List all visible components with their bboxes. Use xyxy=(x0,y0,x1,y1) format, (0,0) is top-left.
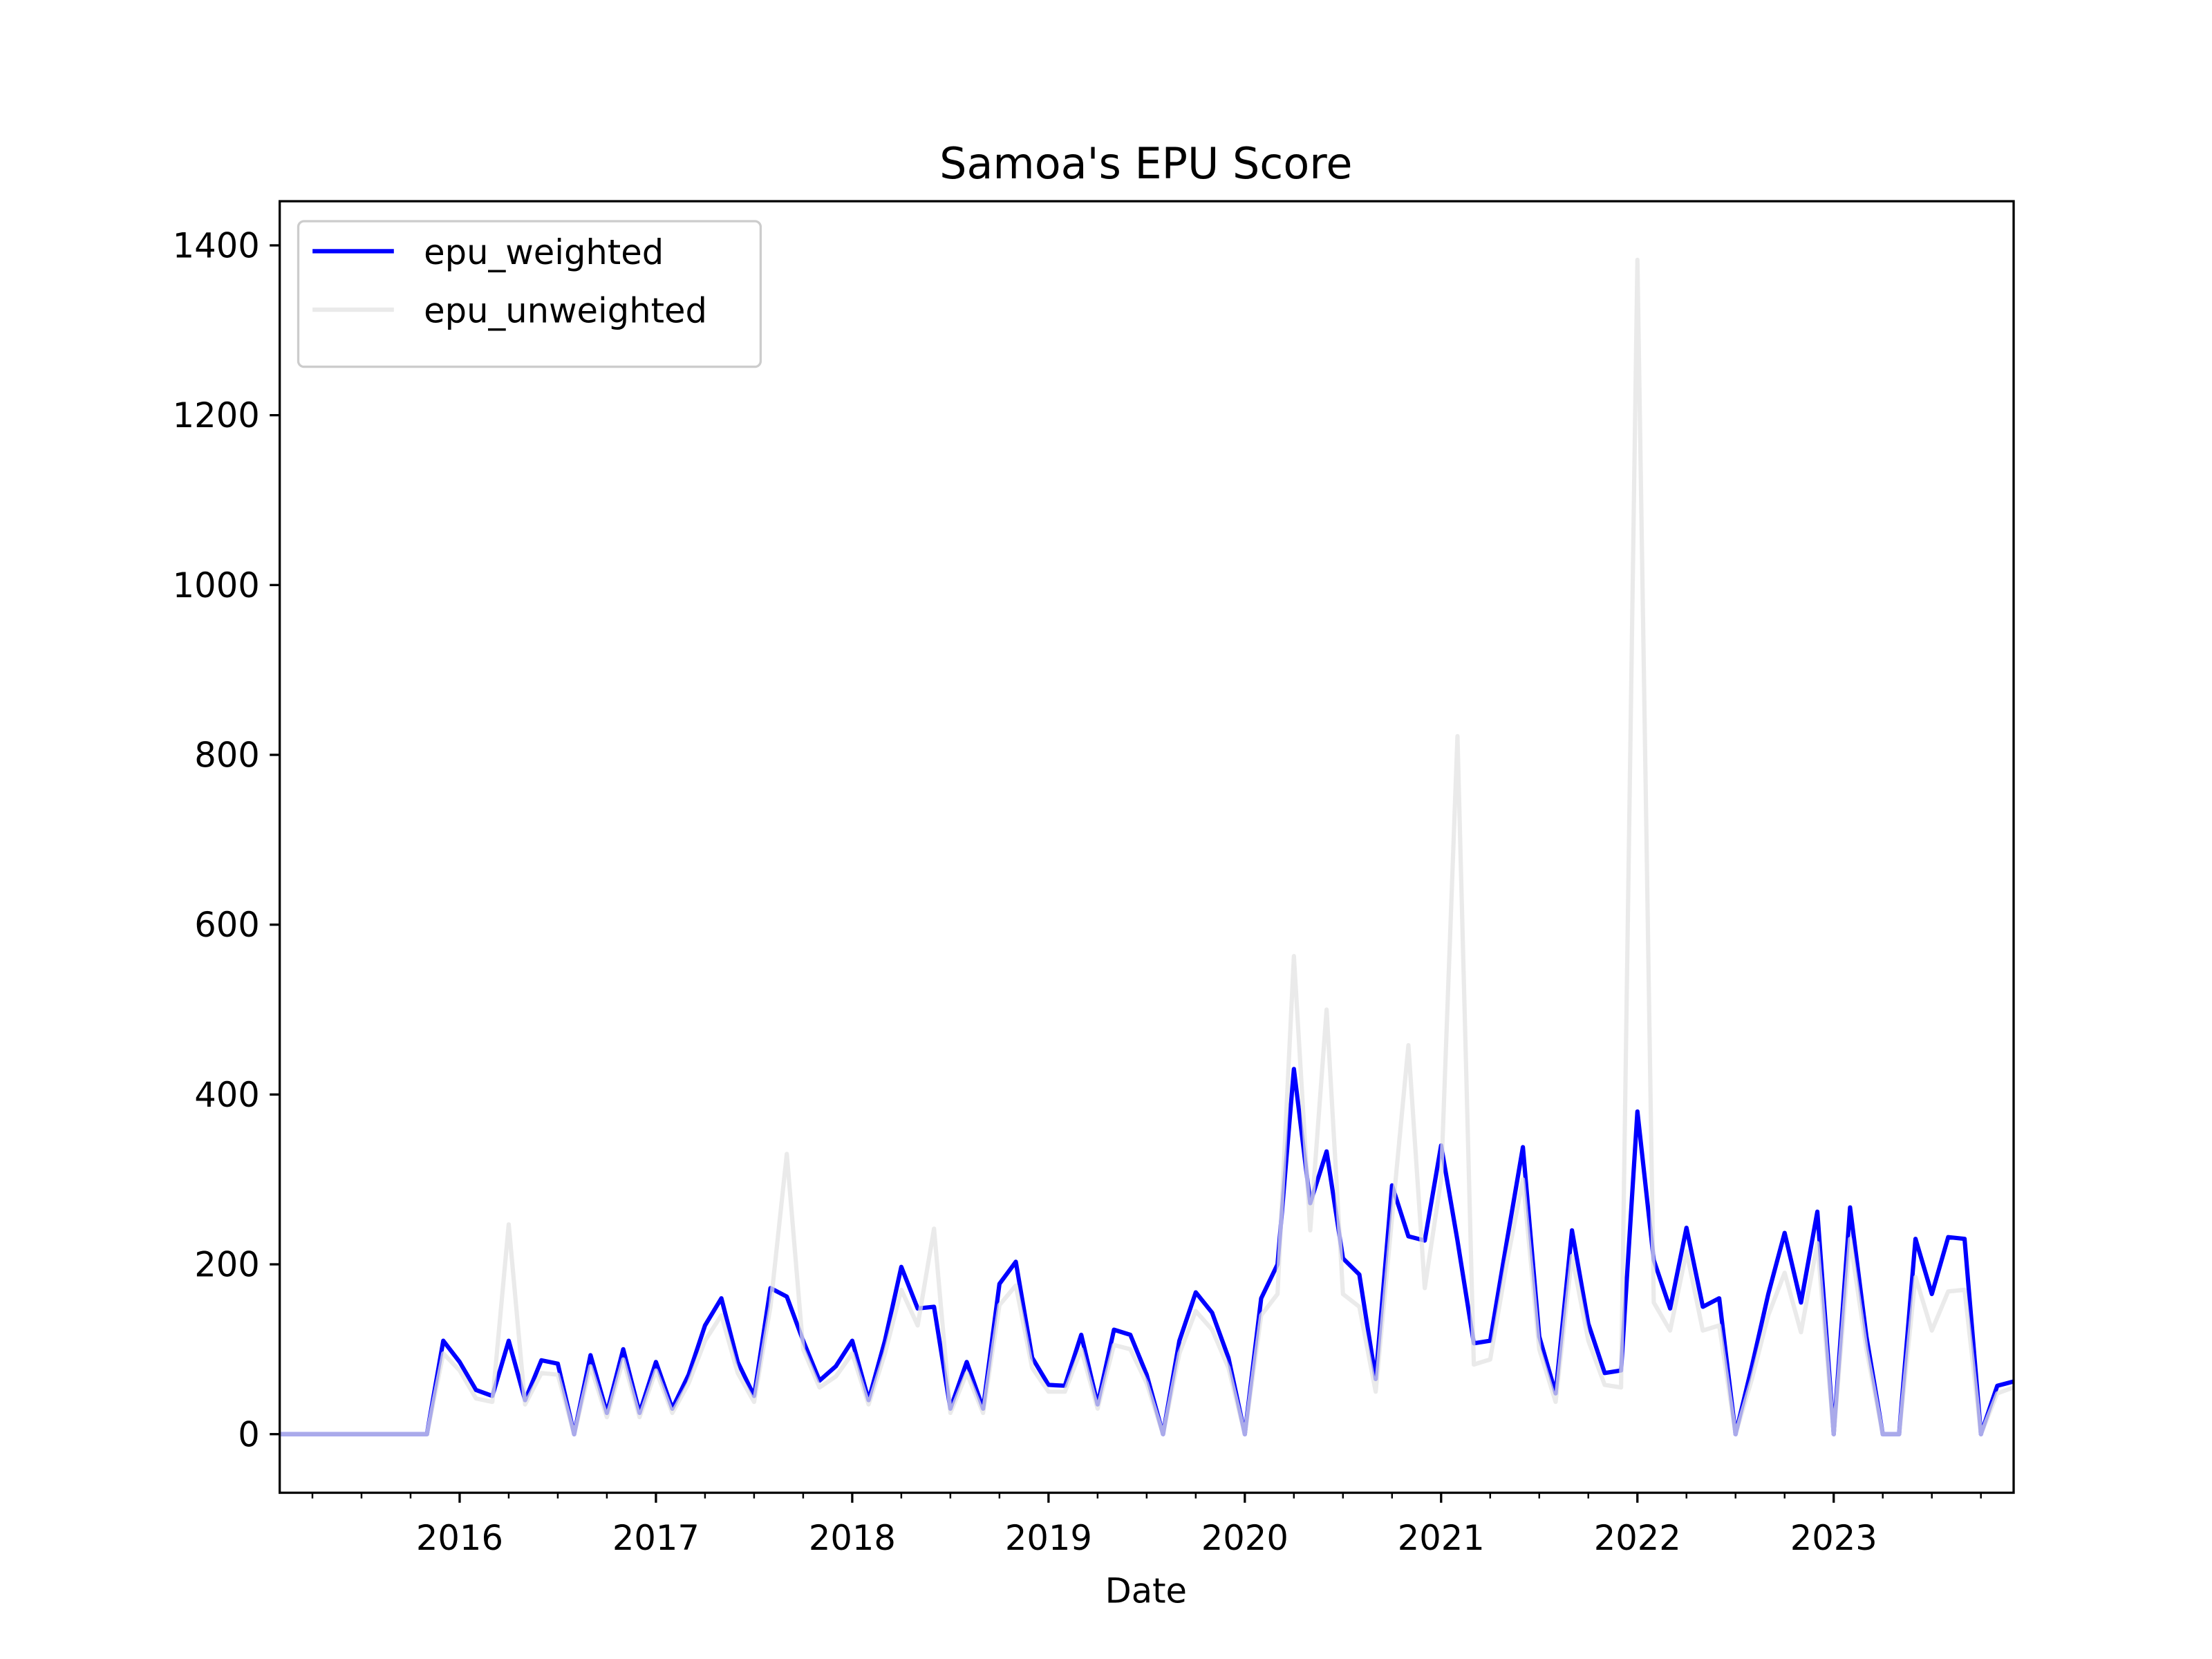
x-tick-label: 2021 xyxy=(1398,1518,1485,1558)
x-tick-label: 2018 xyxy=(809,1518,896,1558)
x-tick-label: 2019 xyxy=(1005,1518,1092,1558)
legend-label: epu_unweighted xyxy=(424,291,707,331)
x-tick-label: 2022 xyxy=(1594,1518,1681,1558)
y-tick-label: 800 xyxy=(194,735,260,776)
x-axis-label: Date xyxy=(1105,1571,1187,1611)
y-tick-label: 0 xyxy=(238,1414,260,1454)
y-tick-label: 600 xyxy=(194,905,260,945)
y-tick-label: 1000 xyxy=(173,565,260,606)
x-tick-label: 2020 xyxy=(1201,1518,1288,1558)
plot-frame xyxy=(278,200,2015,1494)
y-tick-label: 1400 xyxy=(173,226,260,266)
legend-box xyxy=(297,220,762,368)
x-tick-label: 2016 xyxy=(416,1518,503,1558)
x-tick-label: 2023 xyxy=(1790,1518,1877,1558)
y-tick-label: 400 xyxy=(194,1075,260,1115)
y-tick-label: 1200 xyxy=(173,395,260,435)
y-tick-label: 200 xyxy=(194,1245,260,1285)
series-line xyxy=(279,257,2014,1436)
x-tick-label: 2017 xyxy=(612,1518,700,1558)
legend-label: epu_weighted xyxy=(424,232,664,272)
chart-title: Samoa's EPU Score xyxy=(939,139,1352,189)
